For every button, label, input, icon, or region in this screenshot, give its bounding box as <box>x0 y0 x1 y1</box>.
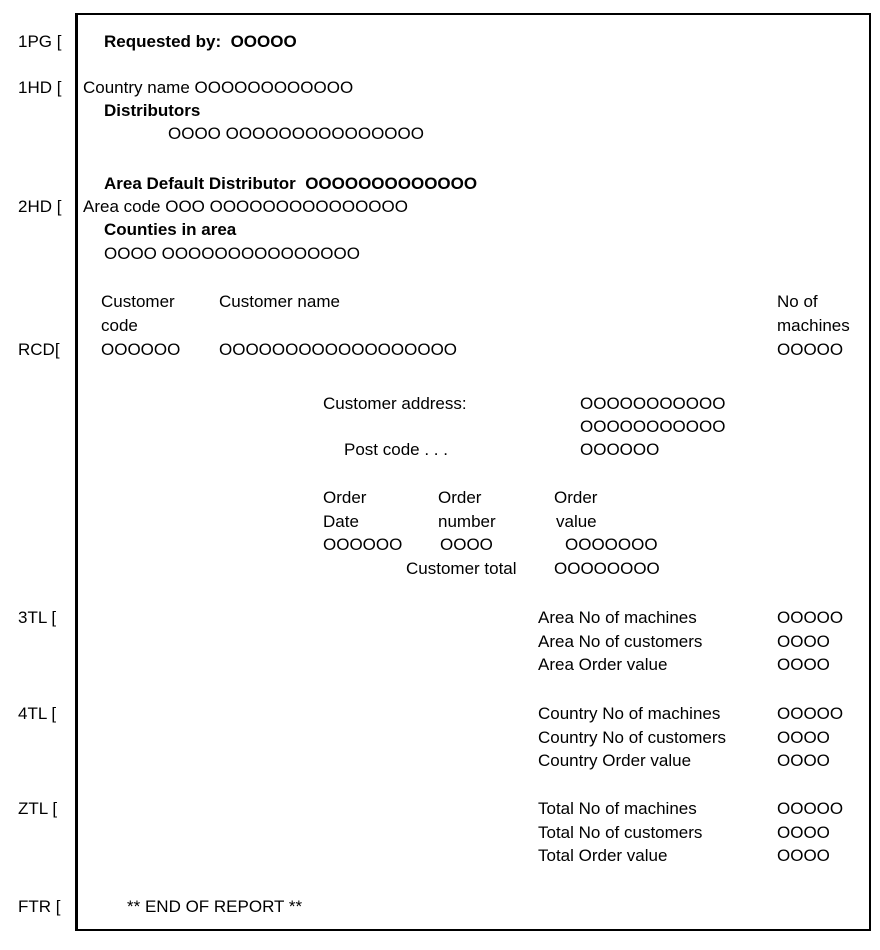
country-totals-label: Country Order value <box>538 751 692 770</box>
customer-total-value: OOOOOOOO <box>554 559 660 578</box>
country-totals-value: OOOO <box>777 751 830 770</box>
address-label: Customer address: <box>323 394 467 413</box>
end-of-report: ** END OF REPORT ** <box>127 897 303 916</box>
col-customer-code: Customer <box>101 292 175 311</box>
customer-code-value: OOOOOO <box>101 340 181 359</box>
grand-totals-label: Total Order value <box>538 846 668 865</box>
grand-totals-value: OOOO <box>777 846 830 865</box>
label-1hd: 1HD [ <box>18 78 62 97</box>
col-order-date: Order <box>323 488 367 507</box>
col-customer-name: Customer name <box>219 292 340 311</box>
col-order-number: Order <box>438 488 482 507</box>
machines-value: OOOOO <box>777 340 844 359</box>
label-3tl: 3TL [ <box>18 608 57 627</box>
col-order-value: Order <box>554 488 598 507</box>
postcode-value: OOOOOO <box>580 440 660 459</box>
label-ztl: ZTL [ <box>18 799 58 818</box>
area-totals-label: Area No of machines <box>538 608 697 627</box>
col-customer-code-2: code <box>101 316 138 335</box>
label-1pg: 1PG [ <box>18 32 62 51</box>
customer-name-value: OOOOOOOOOOOOOOOOOO <box>219 340 458 359</box>
distributors-value: OOOO OOOOOOOOOOOOOOO <box>168 124 424 143</box>
area-default-distributor: Area Default Distributor OOOOOOOOOOOOO <box>104 174 478 193</box>
area-totals-value: OOOO <box>777 655 830 674</box>
country-name: Country name OOOOOOOOOOOO <box>83 78 354 97</box>
area-code: Area code OOO OOOOOOOOOOOOOOO <box>83 197 408 216</box>
area-totals-label: Area Order value <box>538 655 668 674</box>
label-ftr: FTR [ <box>18 897 61 916</box>
col-order-number-2: number <box>438 512 496 531</box>
customer-total-label: Customer total <box>406 559 517 578</box>
label-4tl: 4TL [ <box>18 704 57 723</box>
grand-totals-label: Total No of machines <box>538 799 697 818</box>
area-totals-value: OOOOO <box>777 608 844 627</box>
requested-by: Requested by: OOOOO <box>104 32 297 51</box>
label-rcd: RCD[ <box>18 340 60 359</box>
report-frame <box>75 13 871 931</box>
col-machines-2: machines <box>777 316 850 335</box>
address-line2: OOOOOOOOOOO <box>580 417 726 436</box>
country-totals-value: OOOOO <box>777 704 844 723</box>
counties-value: OOOO OOOOOOOOOOOOOOO <box>104 244 360 263</box>
grand-totals-value: OOOO <box>777 822 830 842</box>
address-line1: OOOOOOOOOOO <box>580 394 726 413</box>
col-machines: No of <box>777 292 818 311</box>
grand-totals-label: Total No of customers <box>538 822 703 842</box>
country-totals-label: Country No of customers <box>538 727 727 747</box>
area-totals-label: Area No of customers <box>538 631 703 651</box>
col-order-value-2: value <box>556 512 597 531</box>
grand-totals-value: OOOOO <box>777 799 844 818</box>
distributors-title: Distributors <box>104 101 201 120</box>
col-order-date-2: Date <box>323 512 359 531</box>
label-2hd: 2HD [ <box>18 197 62 216</box>
area-totals-value: OOOO <box>777 631 830 651</box>
country-totals-value: OOOO <box>777 727 830 747</box>
order-date-value: OOOOOO <box>323 535 403 554</box>
order-value-value: OOOOOOO <box>565 535 658 554</box>
country-totals-label: Country No of machines <box>538 704 721 723</box>
counties-title: Counties in area <box>104 220 237 239</box>
postcode-label: Post code . . . <box>344 440 448 459</box>
order-number-value: OOOO <box>440 535 493 554</box>
